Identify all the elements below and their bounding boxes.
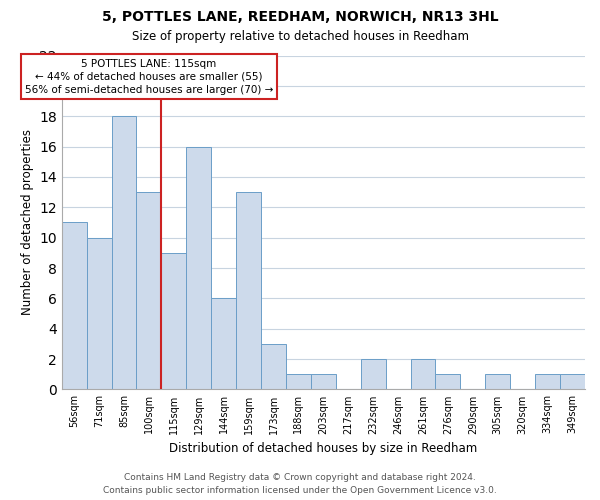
Bar <box>186 146 211 390</box>
Bar <box>62 222 86 390</box>
Bar <box>485 374 510 390</box>
Bar <box>436 374 460 390</box>
Bar <box>286 374 311 390</box>
Y-axis label: Number of detached properties: Number of detached properties <box>20 130 34 316</box>
Bar <box>136 192 161 390</box>
Text: 5, POTTLES LANE, REEDHAM, NORWICH, NR13 3HL: 5, POTTLES LANE, REEDHAM, NORWICH, NR13 … <box>101 10 499 24</box>
Text: Size of property relative to detached houses in Reedham: Size of property relative to detached ho… <box>131 30 469 43</box>
Bar <box>86 238 112 390</box>
Bar <box>161 253 186 390</box>
Bar <box>261 344 286 390</box>
Text: Contains HM Land Registry data © Crown copyright and database right 2024.
Contai: Contains HM Land Registry data © Crown c… <box>103 474 497 495</box>
X-axis label: Distribution of detached houses by size in Reedham: Distribution of detached houses by size … <box>169 442 478 455</box>
Bar <box>560 374 585 390</box>
Bar <box>112 116 136 390</box>
Text: 5 POTTLES LANE: 115sqm
← 44% of detached houses are smaller (55)
56% of semi-det: 5 POTTLES LANE: 115sqm ← 44% of detached… <box>25 58 273 95</box>
Bar <box>410 359 436 390</box>
Bar <box>311 374 336 390</box>
Bar <box>211 298 236 390</box>
Bar <box>535 374 560 390</box>
Bar <box>236 192 261 390</box>
Bar <box>361 359 386 390</box>
